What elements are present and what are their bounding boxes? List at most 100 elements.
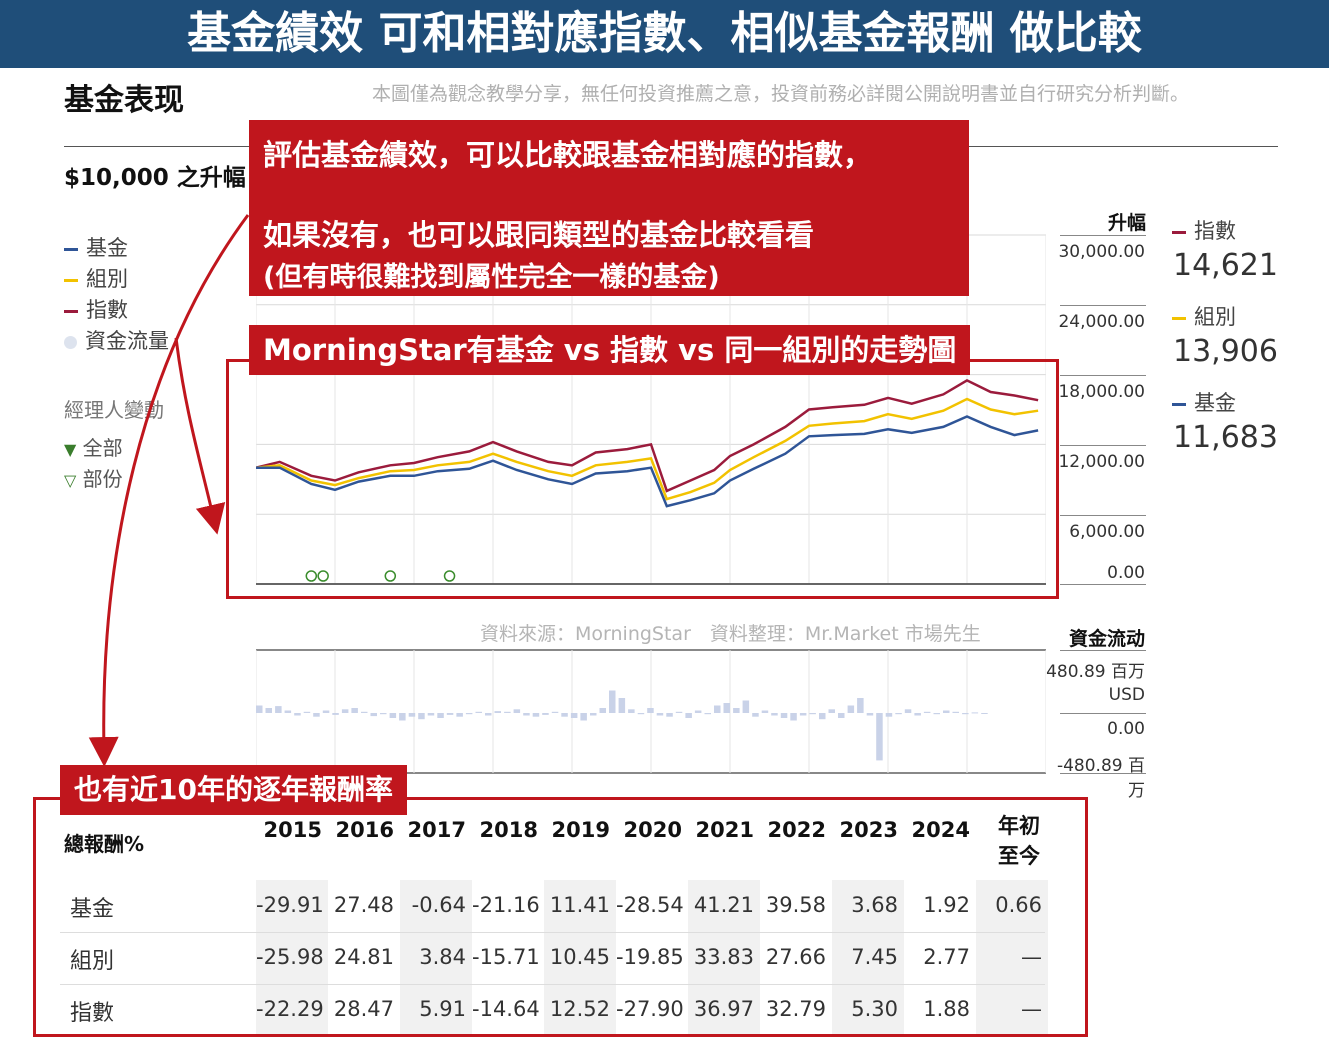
column-shade	[544, 880, 616, 1036]
flow-bar	[341, 709, 349, 713]
flow-bar	[494, 711, 501, 713]
flow-bar	[399, 713, 406, 721]
table-cell: 5.30	[851, 997, 898, 1021]
table-header-ytd: 年初 至今	[995, 810, 1043, 870]
table-header-year: 2024	[911, 818, 970, 842]
flow-bar	[513, 709, 521, 713]
flow-bar	[876, 713, 883, 761]
legend-index-swatch	[64, 309, 78, 313]
right-category-label: 組別	[1194, 305, 1236, 329]
manager-change-marker[interactable]	[384, 570, 397, 582]
manager-change-marker[interactable]	[317, 570, 329, 582]
flow-bar	[361, 711, 368, 713]
axis-rule	[1060, 235, 1146, 236]
table-cell: 3.68	[851, 893, 898, 917]
right-fund-label: 基金	[1194, 391, 1236, 415]
flow-bar	[332, 713, 339, 715]
callout-chart-note: MorningStar有基金 vs 指數 vs 同一組別的走勢圖	[249, 325, 971, 375]
manager-filter-partial-label: 部份	[82, 467, 123, 491]
flow-bar	[923, 711, 931, 713]
legend-category-swatch	[64, 278, 78, 282]
flow-bar	[962, 713, 969, 715]
table-cell: 12.52	[549, 997, 610, 1021]
right-index-label: 指數	[1194, 219, 1236, 243]
flow-bar	[809, 713, 816, 715]
table-cell: 0.66	[995, 893, 1042, 917]
flow-bar	[628, 709, 635, 713]
table-cell: 27.66	[765, 945, 826, 969]
table-cell: 5.91	[419, 997, 466, 1021]
table-cell: -25.98	[256, 945, 324, 969]
flow-bar	[866, 713, 874, 716]
flow-bar	[733, 708, 740, 713]
y-tick-label: 12,000.00	[1058, 452, 1145, 472]
flow-bar	[427, 713, 435, 716]
flow-bar	[523, 713, 530, 716]
pin-outline-icon: ▽	[64, 471, 77, 490]
axis-rule	[1060, 515, 1146, 516]
arrow-to-chart	[174, 337, 226, 535]
row-divider	[60, 984, 1045, 985]
legend-item-category[interactable]: 組別	[64, 263, 128, 293]
table-cell: 10.45	[549, 945, 610, 969]
table-cell: 11.41	[549, 893, 610, 917]
flow-bar	[504, 711, 511, 713]
flow-bar	[637, 713, 645, 715]
legend-item-fund-flow[interactable]: 資金流量	[64, 325, 169, 355]
flow-bar	[914, 713, 921, 716]
right-index-swatch	[1172, 230, 1186, 234]
legend-category-label: 組別	[86, 267, 128, 291]
flow-bar	[857, 698, 864, 713]
y-tick-label: 0.00	[1107, 563, 1145, 583]
flow-bar	[838, 713, 845, 718]
flow-bar	[389, 713, 397, 718]
callout-compare-note: 評估基金績效，可以比較跟基金相對應的指數， 如果沒有，也可以跟同類型的基金比較看…	[249, 120, 969, 296]
flow-bar	[418, 713, 425, 720]
manager-change-marker[interactable]	[305, 570, 318, 582]
axis-rule	[1060, 773, 1146, 774]
legend-fund-label: 基金	[86, 236, 128, 260]
y-tick-label: 6,000.00	[1069, 522, 1145, 542]
table-cell: —	[1021, 945, 1042, 969]
flow-bar	[609, 690, 616, 713]
flow-bar	[752, 713, 759, 717]
table-cell: 1.92	[923, 893, 970, 917]
flow-bar	[656, 713, 664, 716]
table-cell: 32.79	[765, 997, 826, 1021]
table-row-label: 基金	[70, 897, 115, 922]
axis-rule	[1060, 650, 1146, 651]
flow-bar	[819, 713, 826, 720]
manager-change-marker[interactable]	[443, 570, 456, 582]
table-header-year: 2021	[695, 818, 754, 842]
table-header-label: 總報酬%	[64, 832, 145, 856]
legend-fund-flow-dot	[64, 335, 77, 349]
flow-bar	[904, 709, 912, 713]
manager-filter-partial[interactable]: ▽ 部份	[64, 463, 123, 492]
right-value-fund: 11,683	[1173, 420, 1278, 455]
table-cell: 7.45	[851, 945, 898, 969]
table-cell: 2.77	[923, 945, 970, 969]
source-note: 資料來源：MorningStar 資料整理：Mr.Market 市場先生	[480, 623, 981, 645]
flow-bar	[265, 708, 272, 713]
section-title: 基金表现	[64, 83, 184, 118]
flow-bar	[284, 710, 292, 713]
flow-bar	[551, 711, 559, 713]
table-header-year: 2020	[623, 818, 682, 842]
axis-rule	[1060, 584, 1146, 585]
column-shade	[256, 880, 328, 1036]
right-label-fund: 基金	[1172, 387, 1236, 417]
flow-bar	[313, 713, 320, 717]
flow-bar	[542, 713, 549, 715]
legend-item-index[interactable]: 指數	[64, 294, 128, 324]
flow-bar	[570, 713, 578, 718]
right-value-category: 13,906	[1173, 334, 1278, 369]
column-shade	[400, 880, 472, 1036]
right-fund-swatch	[1172, 402, 1186, 406]
flow-bar	[704, 713, 711, 715]
disclaimer: 本圖僅為觀念教學分享，無任何投資推薦之意，投資前務必詳閱公開說明書並自行研究分析…	[372, 83, 1190, 105]
manager-filter-all[interactable]: ▼ 全部	[64, 432, 123, 461]
table-cell: -15.71	[472, 945, 540, 969]
flow-bar	[742, 700, 750, 713]
legend-item-fund[interactable]: 基金	[64, 232, 128, 262]
right-label-index: 指數	[1172, 215, 1236, 245]
